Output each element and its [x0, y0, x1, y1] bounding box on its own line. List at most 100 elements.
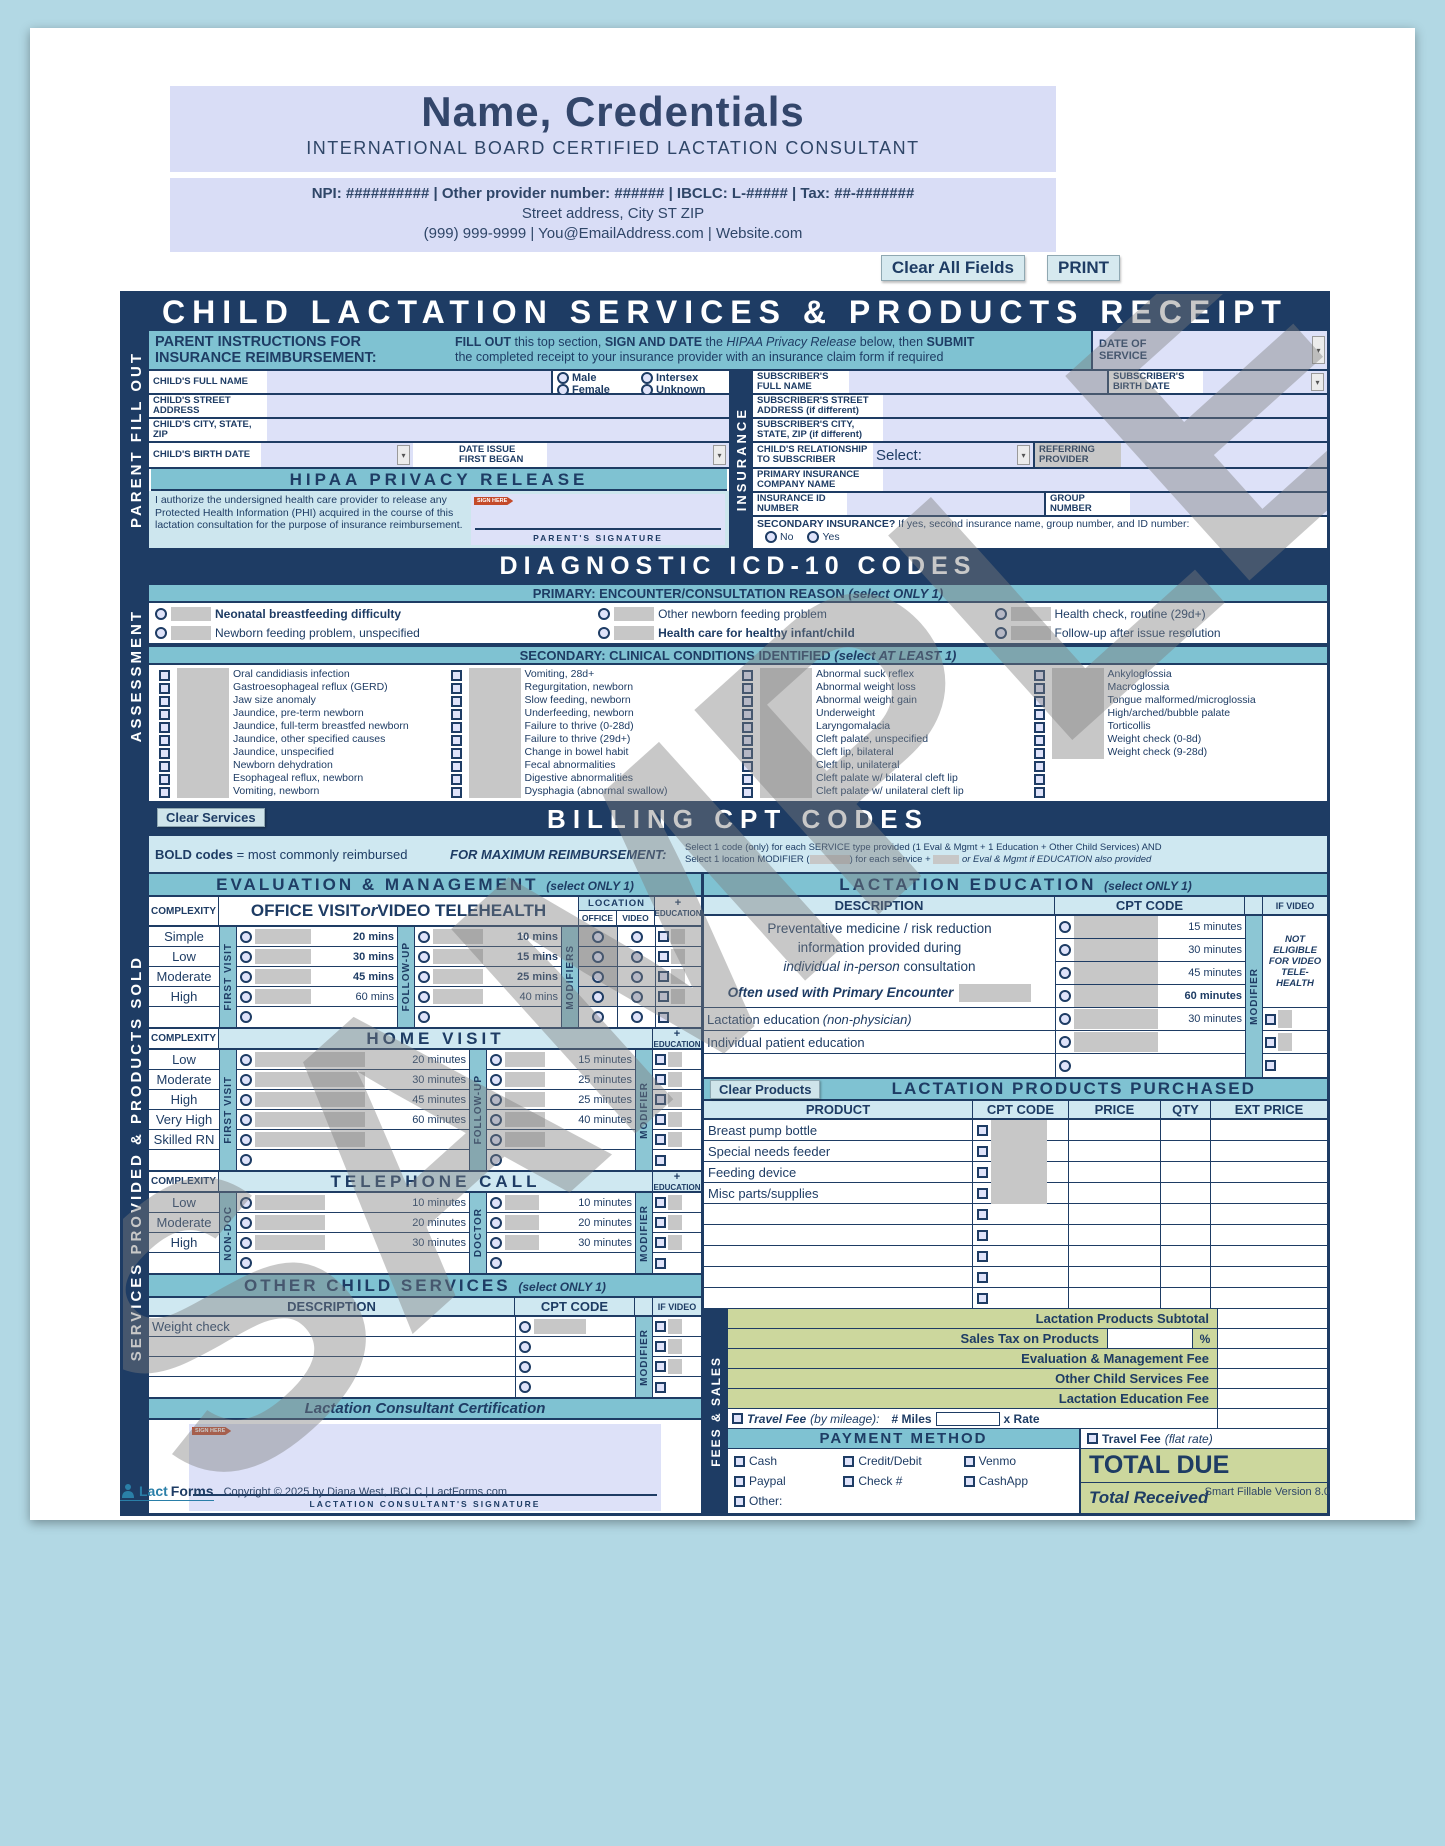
subscriber-city-input[interactable] [883, 419, 1327, 441]
office-first-radio[interactable] [240, 1011, 252, 1023]
education-checkbox[interactable] [658, 971, 669, 982]
condition-checkbox[interactable] [742, 709, 753, 720]
phone-nondoc-radio[interactable] [240, 1196, 252, 1209]
price-cell[interactable] [1069, 1162, 1161, 1182]
price-cell[interactable] [1069, 1120, 1161, 1140]
sales-tax-input[interactable] [1107, 1329, 1193, 1348]
home-first-radio[interactable] [240, 1073, 252, 1086]
phone-doctor-radio[interactable] [490, 1236, 502, 1249]
location-office-radio[interactable] [592, 1011, 604, 1023]
subscriber-birthdate-input[interactable]: ▾ [1203, 371, 1327, 393]
sex-intersex-radio[interactable] [641, 372, 653, 384]
office-first-radio[interactable] [240, 930, 252, 943]
icd-primary-radio[interactable] [994, 607, 1007, 620]
location-video-radio[interactable] [630, 950, 643, 963]
education-checkbox[interactable] [655, 1094, 666, 1105]
location-office-radio[interactable] [592, 930, 604, 943]
condition-checkbox[interactable] [1033, 670, 1045, 681]
condition-checkbox[interactable] [1033, 683, 1045, 694]
other-service-radio[interactable] [519, 1360, 531, 1373]
product-checkbox[interactable] [977, 1187, 988, 1199]
condition-checkbox[interactable] [742, 774, 753, 785]
pay-paypal-checkbox[interactable] [734, 1475, 745, 1487]
icd-primary-radio[interactable] [994, 626, 1007, 639]
date-of-service-dropdown-icon[interactable]: ▾ [1312, 336, 1325, 364]
office-followup-radio[interactable] [418, 990, 430, 1003]
phone-nondoc-radio[interactable] [240, 1236, 252, 1249]
qty-cell[interactable] [1161, 1162, 1211, 1182]
education-radio[interactable] [1059, 990, 1071, 1002]
price-cell[interactable] [1069, 1246, 1161, 1266]
education-checkbox[interactable] [655, 1257, 666, 1269]
condition-checkbox[interactable] [1033, 761, 1045, 772]
home-first-radio[interactable] [240, 1113, 252, 1126]
date-of-service-field[interactable]: DATE OF SERVICE ▾ [1091, 331, 1327, 369]
condition-checkbox[interactable] [1033, 774, 1045, 785]
home-followup-radio[interactable] [490, 1154, 502, 1166]
pay-credit-checkbox[interactable] [843, 1455, 855, 1467]
product-checkbox[interactable] [977, 1145, 988, 1157]
subscriber-street-input[interactable] [883, 395, 1327, 417]
education-checkbox[interactable] [658, 1011, 669, 1023]
referring-provider-input[interactable] [1121, 443, 1327, 467]
condition-checkbox[interactable] [742, 748, 753, 759]
product-checkbox[interactable] [977, 1250, 988, 1262]
group-number-input[interactable] [1130, 493, 1327, 515]
secondary-yes-radio[interactable] [807, 531, 820, 543]
parent-signature-field[interactable]: SIGN HERE PARENT'S SIGNATURE [471, 494, 725, 545]
location-office-radio[interactable] [592, 950, 604, 963]
if-video-checkbox[interactable] [655, 1361, 666, 1372]
phone-doctor-radio[interactable] [490, 1216, 502, 1229]
clear-products-button[interactable]: Clear Products [710, 1079, 821, 1099]
condition-checkbox[interactable] [1033, 696, 1045, 707]
if-video-checkbox[interactable] [655, 1321, 666, 1332]
education-radio[interactable] [1059, 921, 1071, 933]
child-street-input[interactable] [267, 395, 729, 417]
education-radio[interactable] [1059, 1013, 1071, 1025]
home-followup-radio[interactable] [490, 1093, 502, 1106]
qty-cell[interactable] [1161, 1246, 1211, 1266]
subscriber-birthdate-dropdown-icon[interactable]: ▾ [1311, 373, 1324, 391]
date-issue-began-input[interactable]: ▾ [547, 443, 729, 467]
condition-checkbox[interactable] [742, 670, 753, 681]
pay-check-checkbox[interactable] [843, 1475, 855, 1487]
qty-cell[interactable] [1161, 1120, 1211, 1140]
home-first-radio[interactable] [240, 1093, 252, 1106]
price-cell[interactable] [1069, 1204, 1161, 1224]
qty-cell[interactable] [1161, 1204, 1211, 1224]
education-checkbox[interactable] [655, 1154, 666, 1166]
price-cell[interactable] [1069, 1288, 1161, 1308]
condition-checkbox[interactable] [450, 683, 462, 694]
condition-checkbox[interactable] [450, 748, 462, 759]
condition-checkbox[interactable] [450, 696, 462, 707]
pay-cashapp-checkbox[interactable] [963, 1475, 975, 1487]
condition-checkbox[interactable] [159, 670, 170, 681]
sex-male-radio[interactable] [557, 372, 569, 384]
education-checkbox[interactable] [655, 1197, 666, 1208]
office-followup-radio[interactable] [418, 950, 430, 963]
education-checkbox[interactable] [655, 1114, 666, 1125]
condition-checkbox[interactable] [450, 735, 462, 746]
product-checkbox[interactable] [977, 1208, 988, 1220]
condition-checkbox[interactable] [1033, 787, 1045, 798]
condition-checkbox[interactable] [159, 761, 170, 772]
home-followup-radio[interactable] [490, 1053, 502, 1066]
condition-checkbox[interactable] [159, 748, 170, 759]
condition-checkbox[interactable] [1033, 722, 1045, 733]
travel-flat-checkbox[interactable] [1087, 1433, 1098, 1444]
condition-checkbox[interactable] [742, 787, 753, 798]
home-first-radio[interactable] [240, 1133, 252, 1146]
condition-checkbox[interactable] [159, 735, 170, 746]
consultant-signature-field[interactable]: SIGN HERE LACTATION CONSULTANT'S SIGNATU… [189, 1424, 661, 1511]
condition-checkbox[interactable] [450, 761, 462, 772]
office-first-radio[interactable] [240, 970, 252, 983]
product-checkbox[interactable] [977, 1229, 988, 1241]
office-followup-radio[interactable] [418, 930, 430, 943]
product-checkbox[interactable] [977, 1166, 988, 1178]
location-video-radio[interactable] [630, 930, 643, 943]
phone-doctor-radio[interactable] [490, 1196, 502, 1209]
education-radio[interactable] [1059, 967, 1071, 979]
phone-nondoc-radio[interactable] [240, 1257, 252, 1269]
product-checkbox[interactable] [977, 1292, 988, 1304]
location-video-radio[interactable] [630, 970, 643, 983]
